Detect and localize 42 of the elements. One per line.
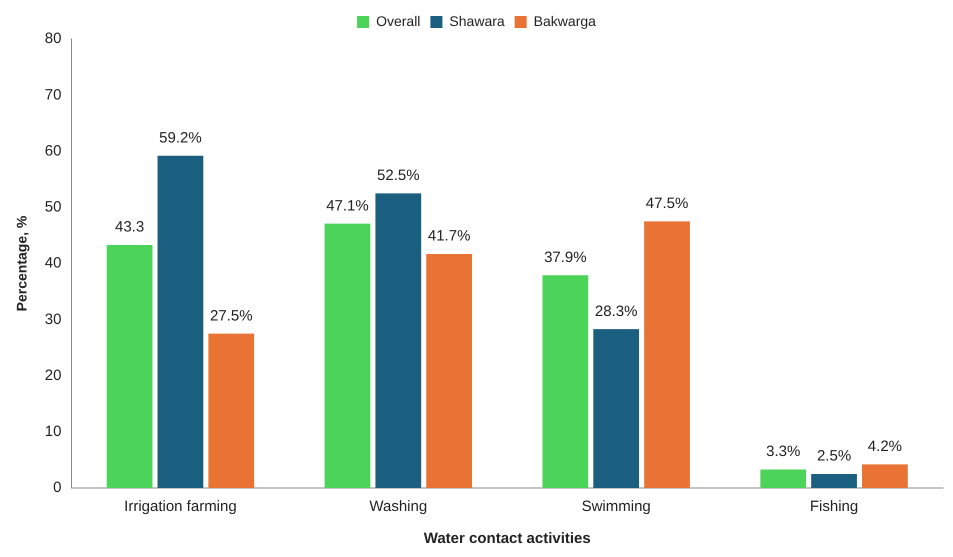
y-tick-label: 80 bbox=[44, 30, 62, 48]
data-label: 47.1% bbox=[326, 197, 369, 214]
legend-label: Overall bbox=[376, 12, 420, 29]
data-label: 41.7% bbox=[428, 228, 470, 245]
bar bbox=[593, 329, 640, 488]
bar bbox=[542, 275, 588, 488]
data-label: 27.5% bbox=[210, 307, 253, 324]
data-label: 47.5% bbox=[646, 195, 688, 212]
y-tick-label: 30 bbox=[44, 310, 62, 328]
y-tick-label: 50 bbox=[44, 198, 62, 216]
data-label: 37.9% bbox=[544, 248, 587, 266]
data-label: 28.3% bbox=[594, 302, 638, 320]
legend-label: Shawara bbox=[449, 12, 505, 29]
y-tick-label: 60 bbox=[44, 142, 62, 160]
y-axis-title: Percentage, % bbox=[13, 215, 30, 312]
bar bbox=[760, 469, 806, 488]
y-tick-label: 20 bbox=[44, 366, 62, 384]
bar bbox=[644, 221, 690, 488]
data-label: 59.2% bbox=[159, 129, 202, 146]
y-tick-label: 40 bbox=[44, 254, 62, 272]
x-tick-label: Washing bbox=[369, 498, 428, 516]
data-label: 4.2% bbox=[868, 438, 902, 456]
x-tick-label: Irrigation farming bbox=[124, 498, 237, 516]
x-axis-title: Water contact activities bbox=[424, 530, 591, 548]
y-tick-label: 0 bbox=[53, 479, 62, 496]
y-tick-label: 70 bbox=[44, 86, 62, 104]
x-tick-label: Fishing bbox=[810, 498, 858, 516]
bar bbox=[426, 254, 472, 488]
bar bbox=[811, 474, 857, 488]
bar bbox=[208, 334, 254, 488]
bar bbox=[862, 464, 908, 488]
legend-label: Bakwarga bbox=[534, 12, 596, 29]
data-label: 3.3% bbox=[766, 443, 800, 460]
bar bbox=[158, 156, 204, 488]
bar bbox=[106, 244, 152, 488]
bar bbox=[324, 224, 370, 488]
bar bbox=[375, 193, 422, 488]
data-label: 2.5% bbox=[816, 448, 852, 465]
data-label: 52.5% bbox=[377, 166, 420, 184]
x-tick-label: Swimming bbox=[582, 498, 651, 516]
y-tick-label: 10 bbox=[44, 423, 62, 440]
data-label: 43.3 bbox=[114, 218, 144, 236]
